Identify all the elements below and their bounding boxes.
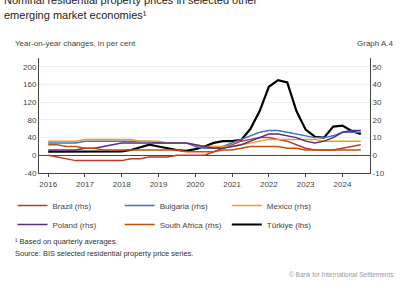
svg-text:-40: -40: [25, 169, 37, 178]
svg-text:Graph A.4: Graph A.4: [357, 39, 394, 48]
svg-text:Mexico (rhs): Mexico (rhs): [267, 202, 311, 211]
svg-text:Türkiye (lhs): Türkiye (lhs): [267, 221, 311, 230]
svg-text:40: 40: [27, 133, 36, 142]
svg-text:© Bank for International Settl: © Bank for International Settlements: [289, 271, 394, 278]
svg-text:2019: 2019: [150, 180, 168, 189]
svg-text:2018: 2018: [113, 180, 131, 189]
svg-text:2021: 2021: [223, 180, 241, 189]
svg-text:2020: 2020: [186, 180, 204, 189]
svg-text:2017: 2017: [76, 180, 94, 189]
svg-text:40: 40: [373, 80, 382, 89]
svg-text:2023: 2023: [297, 180, 315, 189]
svg-text:10: 10: [373, 133, 382, 142]
svg-text:Poland (rhs): Poland (rhs): [53, 221, 97, 230]
svg-text:2022: 2022: [260, 180, 278, 189]
svg-text:20: 20: [373, 116, 382, 125]
svg-text:-10: -10: [373, 169, 385, 178]
svg-text:2016: 2016: [39, 180, 57, 189]
svg-text:160: 160: [23, 80, 37, 89]
svg-text:80: 80: [27, 116, 36, 125]
svg-text:Brazil (rhs): Brazil (rhs): [53, 202, 92, 211]
svg-text:200: 200: [23, 63, 37, 72]
svg-text:50: 50: [373, 63, 382, 72]
svg-text:Year-on-year changes, in per c: Year-on-year changes, in per cent: [15, 39, 136, 48]
svg-text:¹ Based on quarterly averages.: ¹ Based on quarterly averages.: [15, 237, 118, 246]
svg-text:South Africa (rhs): South Africa (rhs): [160, 221, 222, 230]
svg-text:2024: 2024: [334, 180, 352, 189]
svg-text:Bulgaria (rhs): Bulgaria (rhs): [160, 202, 208, 211]
svg-text:0: 0: [373, 151, 378, 160]
svg-text:30: 30: [373, 98, 382, 107]
svg-text:120: 120: [23, 98, 37, 107]
svg-text:Source: BIS selected residenti: Source: BIS selected residential propert…: [15, 249, 193, 258]
svg-text:Nominal residential property p: Nominal residential property prices in s…: [4, 0, 257, 21]
svg-text:0: 0: [32, 151, 37, 160]
